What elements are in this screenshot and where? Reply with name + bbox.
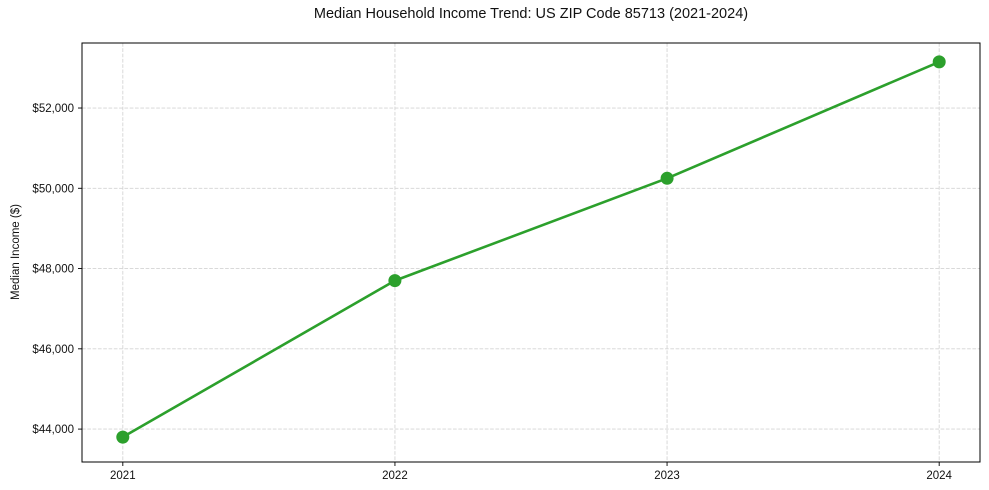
x-tick-label: 2021 [110, 470, 136, 482]
data-point-marker [660, 171, 674, 185]
y-tick-label: $48,000 [32, 264, 74, 276]
y-tick-label: $44,000 [32, 424, 74, 436]
x-tick-label: 2024 [926, 470, 952, 482]
data-line [121, 60, 941, 439]
y-tick-label: $50,000 [32, 183, 74, 195]
y-axis-label: Median Income ($) [10, 204, 22, 300]
data-point-marker [932, 55, 946, 69]
data-point-marker [388, 274, 402, 288]
data-point-marker [116, 430, 130, 444]
x-tick-label: 2023 [654, 470, 680, 482]
axes-spines [81, 42, 981, 463]
y-tick-label: $46,000 [32, 344, 74, 356]
x-tick-label: 2022 [382, 470, 408, 482]
y-tick-label: $52,000 [32, 103, 74, 115]
chart-title: Median Household Income Trend: US ZIP Co… [313, 6, 749, 22]
